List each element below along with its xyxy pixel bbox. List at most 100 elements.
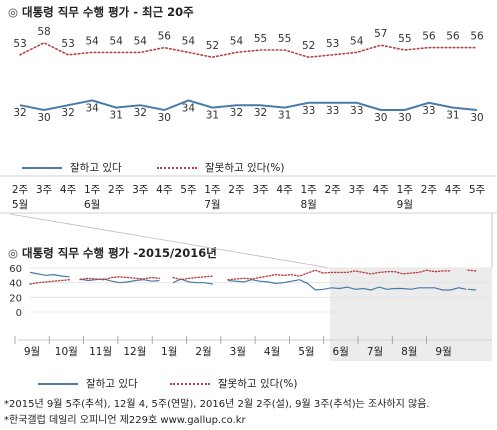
x-tick-week: 3주 xyxy=(349,184,366,196)
y-tick-label: 20 xyxy=(9,293,22,304)
data-label-approve: 33 xyxy=(302,105,315,117)
x-tick-week: 3주 xyxy=(36,184,53,196)
month-label: 2월 xyxy=(195,346,211,358)
data-label-approve: 32 xyxy=(254,107,267,119)
data-label-approve: 33 xyxy=(326,105,339,117)
x-tick-week: 2주 xyxy=(325,184,342,196)
data-label-approve: 33 xyxy=(422,105,435,117)
legend-solid-line-icon xyxy=(22,166,62,169)
x-tick-month: 8월 xyxy=(300,199,316,211)
series-segment-disapprove xyxy=(227,269,452,281)
month-label: 1월 xyxy=(161,346,177,358)
x-tick-week: 1주 xyxy=(397,184,414,196)
x-tick-month: 5월 xyxy=(12,199,28,211)
series-segment-approve xyxy=(79,278,160,284)
data-label-disapprove: 56 xyxy=(446,31,460,43)
top-legend-solid: 잘하고 있다 xyxy=(22,160,122,175)
top-chart: 32 30 32 34 31 32 30 34 31 32 32 31 33 33 33 30 30 33 31 30… xyxy=(0,26,497,214)
month-label: 9월 xyxy=(435,346,451,358)
top-chart-title-text: 대통령 직무 수행 평가 - 최근 20주 xyxy=(22,5,194,19)
legend-label-disapprove: 잘못하고 있다(%) xyxy=(205,162,285,174)
x-tick-week: 4주 xyxy=(60,184,77,196)
series-segment-disapprove xyxy=(172,275,214,281)
x-tick-week: 2주 xyxy=(421,184,438,196)
series-line-disapprove xyxy=(19,41,478,59)
legend-label-approve: 잘하고 있다 xyxy=(70,162,122,174)
footnote-source: *한국갤럽 데일리 오피니언 제229호 www.gallup.co.kr xyxy=(4,415,246,426)
y-tick-label: 40 xyxy=(9,279,22,290)
data-label-disapprove: 53 xyxy=(61,38,74,50)
series-segment-approve xyxy=(29,271,70,278)
series-segment-disapprove xyxy=(29,279,71,285)
x-tick-week: 1주 xyxy=(84,184,101,196)
month-label: 5월 xyxy=(298,346,314,358)
recent-range-highlight xyxy=(330,268,492,361)
x-tick-week: 1주 xyxy=(204,184,221,196)
legend-label-disapprove: 잘못하고 있다(%) xyxy=(218,378,298,390)
month-label: 12월 xyxy=(123,346,146,358)
data-label-approve: 30 xyxy=(398,112,411,124)
data-label-disapprove: 55 xyxy=(254,33,267,45)
data-label-approve: 33 xyxy=(350,105,363,117)
data-label-disapprove: 54 xyxy=(110,35,124,47)
data-label-approve: 32 xyxy=(134,107,147,119)
month-label: 6월 xyxy=(333,346,349,358)
legend-dotted-line-icon xyxy=(170,382,210,385)
month-label: 10월 xyxy=(55,346,78,358)
data-label-approve: 31 xyxy=(446,110,459,122)
month-label: 9월 xyxy=(24,346,40,358)
bullet-icon: ◎ xyxy=(8,5,19,19)
data-label-disapprove: 54 xyxy=(230,35,244,47)
x-tick-week: 2주 xyxy=(12,184,29,196)
series-line-approve xyxy=(19,99,478,112)
data-label-approve: 34 xyxy=(85,102,99,114)
data-label-disapprove: 56 xyxy=(470,31,484,43)
y-tick-label: 0 xyxy=(16,308,22,319)
data-label-disapprove: 54 xyxy=(85,35,99,47)
month-label: 3월 xyxy=(230,346,246,358)
x-tick-week: 2주 xyxy=(108,184,125,196)
data-label-disapprove: 53 xyxy=(13,38,26,50)
x-tick-week: 5주 xyxy=(180,184,197,196)
x-tick-month: 6월 xyxy=(84,199,100,211)
data-label-approve: 30 xyxy=(158,112,171,124)
x-tick-month: 7월 xyxy=(204,199,220,211)
y-tick-label: 60 xyxy=(9,264,22,275)
legend-label-approve: 잘하고 있다 xyxy=(86,378,138,390)
bullet-icon: ◎ xyxy=(8,246,19,260)
data-label-approve: 32 xyxy=(230,107,243,119)
data-label-disapprove: 57 xyxy=(374,28,387,40)
footnote-skipped-weeks: *2015년 9월 5주(추석), 12월 4, 5주(연말), 2016년 2… xyxy=(4,399,430,410)
data-label-approve: 31 xyxy=(110,110,123,122)
bottom-legend-dotted: 잘못하고 있다(%) xyxy=(170,376,297,391)
data-label-disapprove: 54 xyxy=(350,35,364,47)
month-label: 7월 xyxy=(367,346,383,358)
month-label: 8월 xyxy=(401,346,417,358)
data-label-disapprove: 52 xyxy=(302,40,315,52)
top-legend-dotted: 잘못하고 있다(%) xyxy=(157,160,284,175)
month-label: 11월 xyxy=(89,346,112,358)
data-label-disapprove: 52 xyxy=(206,40,219,52)
x-tick-week: 4주 xyxy=(156,184,173,196)
x-tick-week: 4주 xyxy=(373,184,390,196)
bottom-chart-title: ◎ 대통령 직무 수행 평가 -2015/2016년 xyxy=(8,245,217,261)
data-label-approve: 30 xyxy=(374,112,387,124)
data-label-disapprove: 56 xyxy=(158,31,172,43)
data-label-approve: 31 xyxy=(206,110,219,122)
legend-dotted-line-icon xyxy=(157,166,197,169)
series-segment-disapprove xyxy=(467,269,477,272)
x-tick-week: 1주 xyxy=(300,184,317,196)
x-tick-week: 3주 xyxy=(132,184,149,196)
data-label-approve: 30 xyxy=(37,112,50,124)
series-segment-approve xyxy=(467,288,476,291)
x-tick-week: 3주 xyxy=(252,184,269,196)
x-tick-week: 2주 xyxy=(228,184,245,196)
legend-solid-line-icon xyxy=(38,382,78,385)
data-label-disapprove: 55 xyxy=(278,33,291,45)
data-label-approve: 30 xyxy=(470,112,483,124)
top-chart-title: ◎ 대통령 직무 수행 평가 - 최근 20주 xyxy=(8,4,194,20)
month-label: 4월 xyxy=(264,346,280,358)
data-label-disapprove: 54 xyxy=(182,35,196,47)
data-label-approve: 31 xyxy=(278,110,291,122)
data-label-disapprove: 53 xyxy=(326,38,339,50)
